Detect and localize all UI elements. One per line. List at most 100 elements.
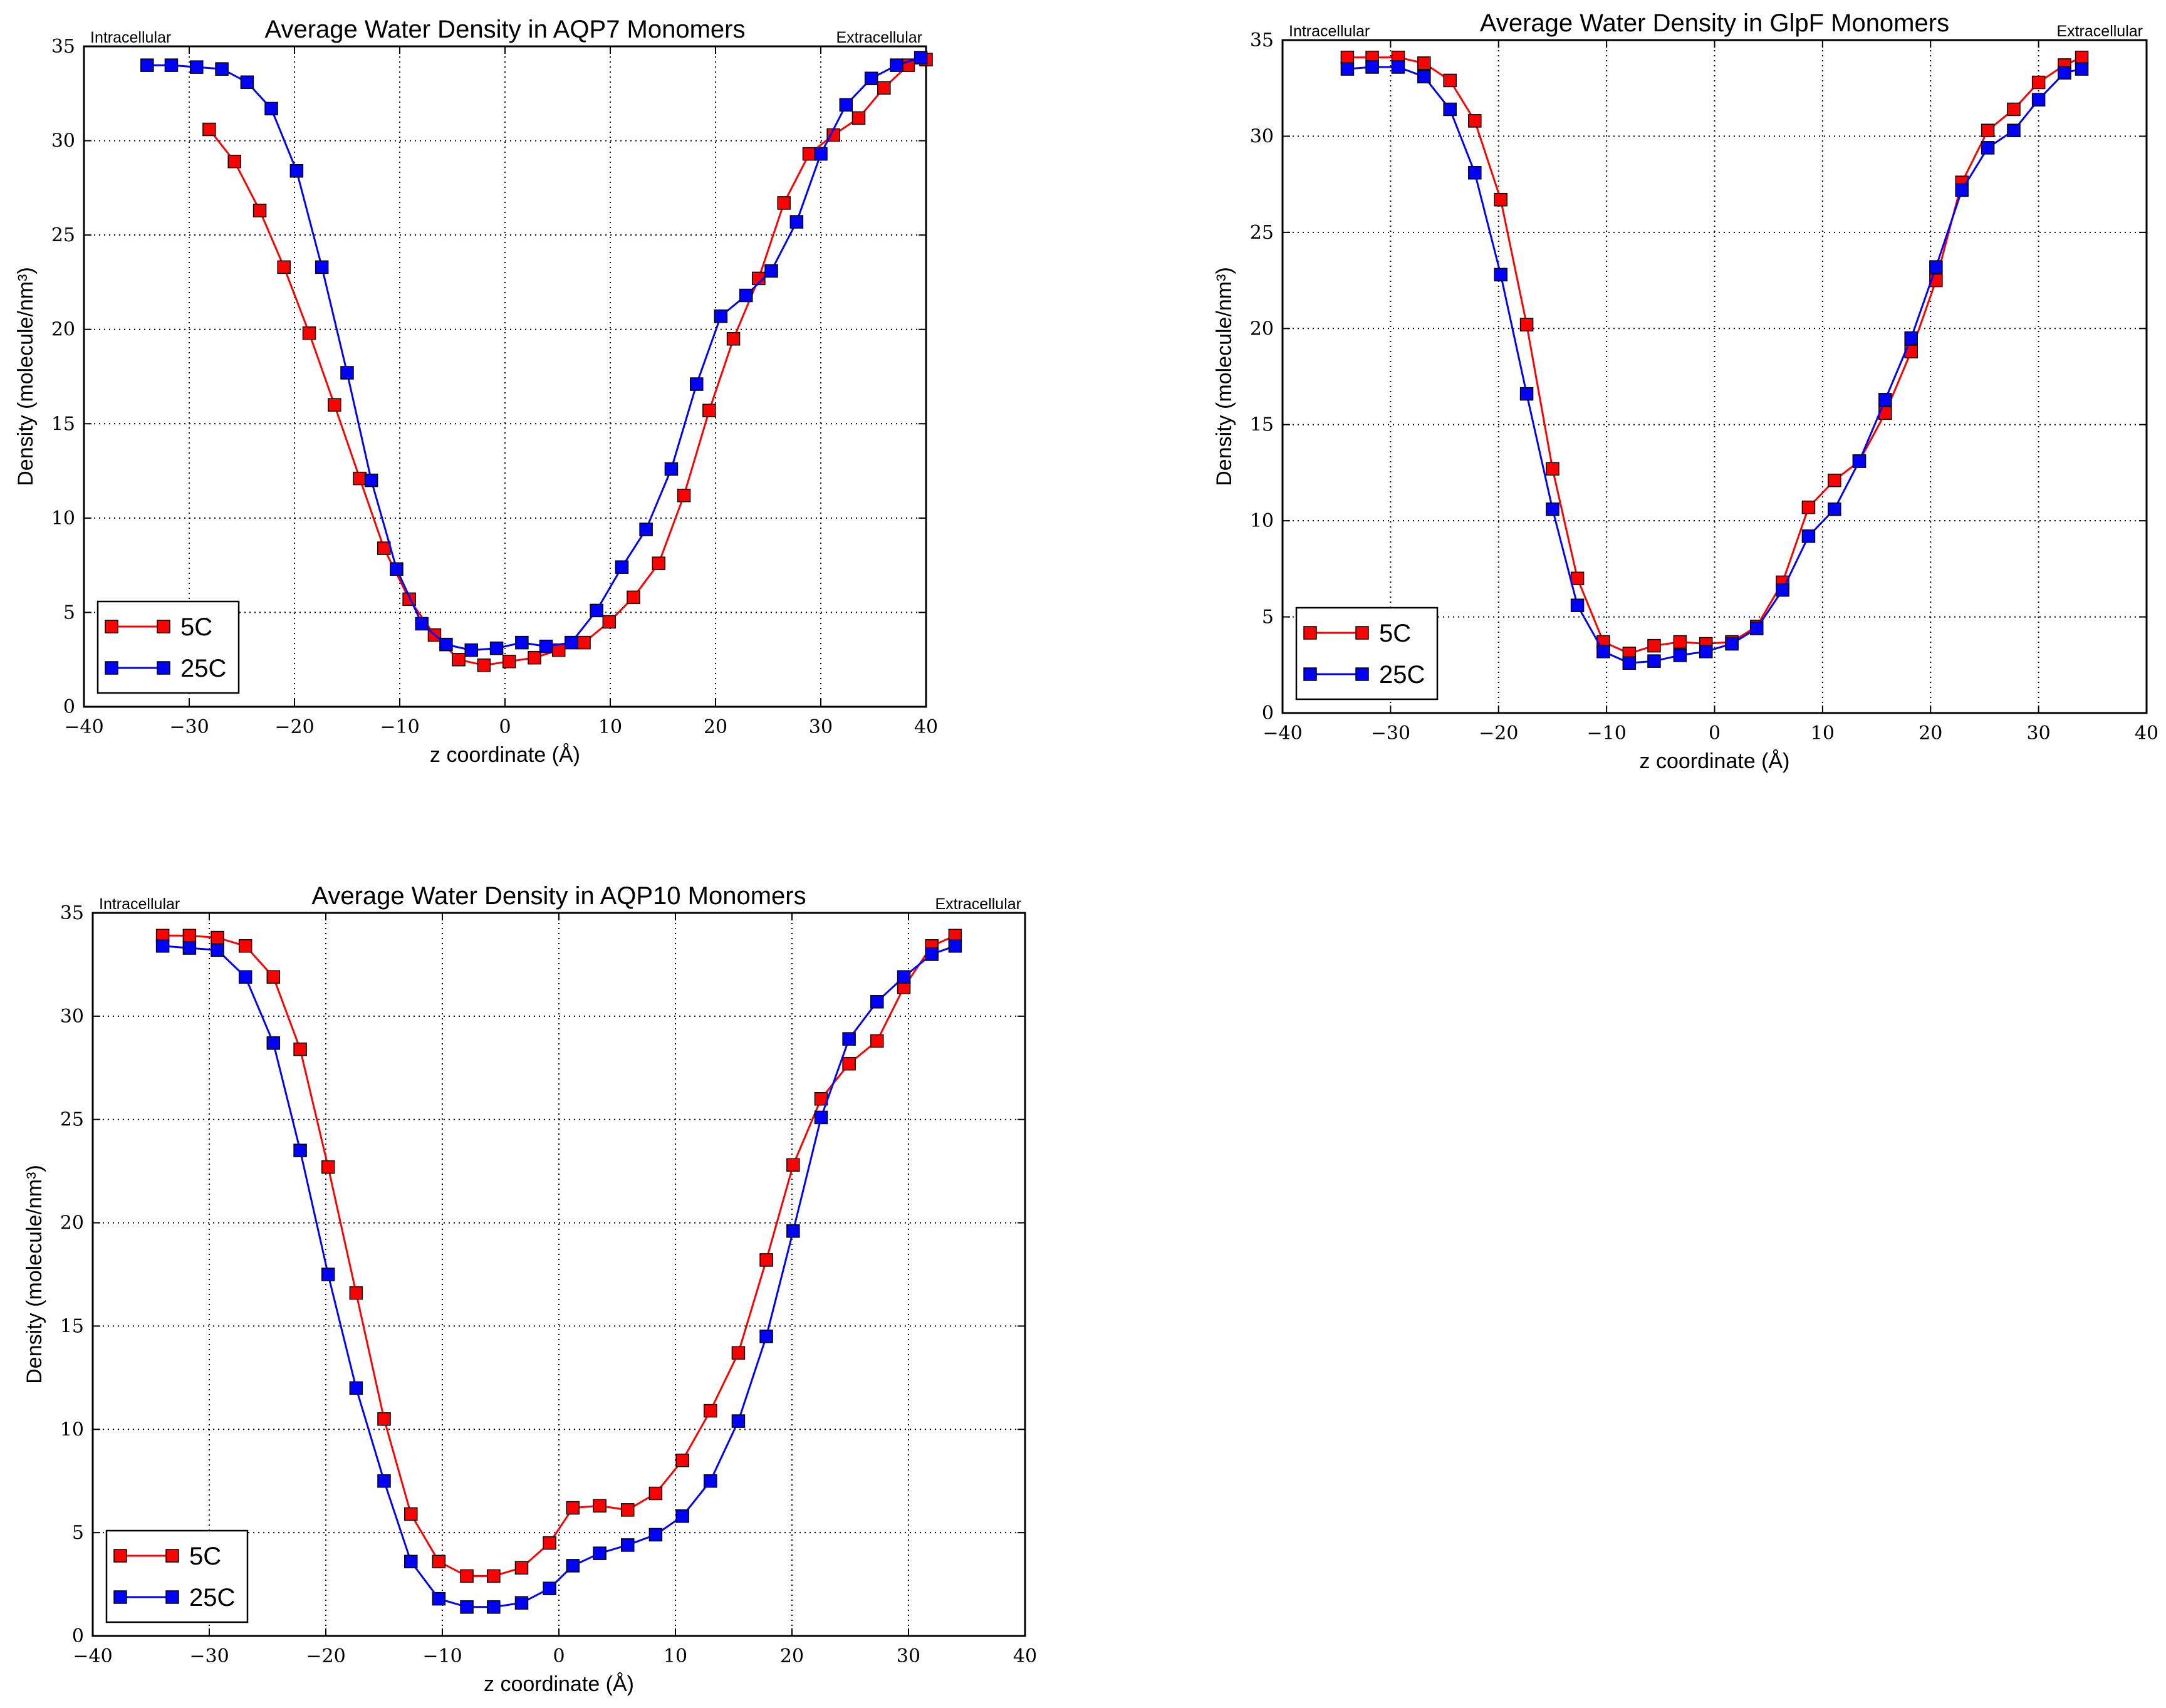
data-point-5c bbox=[1673, 635, 1687, 649]
data-point-5c bbox=[377, 1412, 391, 1426]
legend-label-25c: 25C bbox=[180, 655, 226, 682]
x-tick-label: −10 bbox=[422, 1645, 462, 1667]
data-point-25c bbox=[1801, 529, 1816, 543]
y-tick-label: 20 bbox=[1250, 318, 1274, 340]
data-point-25c bbox=[731, 1414, 746, 1428]
data-point-5c bbox=[432, 1554, 446, 1569]
data-point-25c bbox=[539, 639, 553, 654]
data-point-5c bbox=[1340, 50, 1355, 65]
x-tick-label: −40 bbox=[64, 716, 103, 738]
data-point-25c bbox=[639, 523, 653, 536]
x-tick-label: −20 bbox=[274, 716, 314, 738]
data-point-5c bbox=[460, 1569, 474, 1583]
chart-aqp7: −40 −30 −20 −10 0 10 20 30 40 0 5 10 15 20 25 30 35 Avera… bbox=[14, 16, 938, 767]
y-tick-label: 15 bbox=[1250, 414, 1274, 436]
data-point-25c bbox=[786, 1224, 800, 1238]
data-point-5c bbox=[702, 404, 716, 417]
y-tick-label: 35 bbox=[60, 902, 84, 924]
x-tick-label: 30 bbox=[897, 1645, 920, 1667]
chart-title: Average Water Density in AQP10 Monomers bbox=[311, 882, 806, 910]
data-point-5c bbox=[211, 930, 224, 945]
data-point-5c bbox=[648, 1486, 663, 1501]
x-tick-label: 0 bbox=[1709, 722, 1721, 744]
data-point-5c bbox=[786, 1158, 800, 1172]
data-point-25c bbox=[1391, 60, 1405, 74]
data-point-5c bbox=[2031, 75, 2046, 90]
data-point-25c bbox=[1519, 387, 1534, 401]
data-point-5c bbox=[627, 590, 640, 605]
data-point-25c bbox=[1596, 645, 1610, 659]
x-tick-label: 0 bbox=[499, 716, 511, 738]
data-point-5c bbox=[1417, 56, 1431, 70]
data-point-25c bbox=[211, 943, 224, 957]
x-tick-label: 20 bbox=[704, 716, 727, 738]
intracellular-label: Intracellular bbox=[1289, 23, 1370, 40]
data-point-25c bbox=[543, 1581, 556, 1595]
y-tick-label: 25 bbox=[60, 1109, 84, 1131]
legend-swatch-marker bbox=[105, 620, 118, 633]
data-point-25c bbox=[704, 1474, 717, 1488]
data-point-25c bbox=[514, 1596, 529, 1610]
data-point-5c bbox=[726, 332, 741, 346]
x-tick-label: 0 bbox=[553, 1645, 565, 1667]
x-tick-label: −20 bbox=[1479, 722, 1518, 744]
y-tick-label: 30 bbox=[60, 1006, 84, 1028]
x-tick-label: 20 bbox=[1919, 722, 1942, 744]
data-point-25c bbox=[1776, 583, 1789, 597]
data-point-25c bbox=[1955, 183, 1969, 197]
data-point-5c bbox=[602, 615, 617, 629]
data-point-5c bbox=[677, 488, 691, 503]
data-point-5c bbox=[802, 147, 816, 161]
data-point-5c bbox=[321, 1160, 335, 1174]
x-tick-label: −30 bbox=[1371, 722, 1410, 744]
data-point-5c bbox=[1519, 318, 1534, 331]
data-point-25c bbox=[182, 941, 197, 955]
data-point-25c bbox=[839, 98, 853, 112]
x-tick-label: −30 bbox=[189, 1645, 229, 1667]
data-point-25c bbox=[566, 1559, 580, 1573]
x-tick-label: 40 bbox=[1013, 1645, 1037, 1667]
data-point-25c bbox=[321, 1268, 335, 1281]
data-point-25c bbox=[864, 71, 878, 85]
data-point-25c bbox=[1904, 331, 1918, 345]
legend: 5C 25C bbox=[105, 1529, 249, 1623]
extracellular-label: Extracellular bbox=[935, 895, 1021, 913]
series-line-25c bbox=[1347, 66, 2082, 664]
x-tick-label: 10 bbox=[1811, 722, 1835, 744]
data-point-25c bbox=[690, 377, 704, 391]
data-point-5c bbox=[1647, 638, 1661, 653]
chart-title: Average Water Density in AQP7 Monomers bbox=[265, 16, 746, 43]
data-point-25c bbox=[1494, 268, 1507, 282]
data-point-25c bbox=[814, 147, 828, 161]
data-point-5c bbox=[870, 1034, 884, 1048]
data-point-25c bbox=[155, 939, 170, 953]
x-tick-label: 30 bbox=[2027, 722, 2051, 744]
y-tick-label: 0 bbox=[1262, 702, 1274, 724]
data-point-25c bbox=[315, 260, 329, 274]
data-point-25c bbox=[664, 462, 679, 476]
x-axis-label: z coordinate (Å) bbox=[430, 743, 580, 767]
y-tick-label: 0 bbox=[72, 1625, 84, 1647]
data-point-25c bbox=[842, 1032, 856, 1046]
legend-swatch-marker bbox=[1303, 626, 1317, 640]
data-point-25c bbox=[759, 1330, 773, 1343]
data-point-5c bbox=[759, 1253, 773, 1267]
data-point-25c bbox=[240, 75, 254, 89]
legend-label-25c: 25C bbox=[189, 1584, 235, 1612]
legend-box bbox=[105, 1529, 249, 1623]
legend-swatch-marker bbox=[1355, 626, 1369, 640]
y-tick-label: 5 bbox=[72, 1522, 84, 1544]
data-point-25c bbox=[1340, 62, 1355, 76]
data-point-5c bbox=[1494, 192, 1507, 207]
x-axis-label: z coordinate (Å) bbox=[484, 1672, 634, 1696]
data-point-5c bbox=[452, 652, 466, 667]
data-point-5c bbox=[238, 939, 253, 953]
chart-aqp10: −40 −30 −20 −10 0 10 20 30 40 0 5 10 15 20 25 30 35 Avera… bbox=[23, 882, 1037, 1696]
data-point-5c bbox=[182, 929, 197, 943]
data-point-5c bbox=[652, 556, 666, 570]
y-tick-label: 20 bbox=[60, 1212, 84, 1234]
data-point-25c bbox=[1725, 637, 1739, 651]
data-point-5c bbox=[577, 635, 591, 650]
legend-label-5c: 5C bbox=[180, 613, 212, 641]
